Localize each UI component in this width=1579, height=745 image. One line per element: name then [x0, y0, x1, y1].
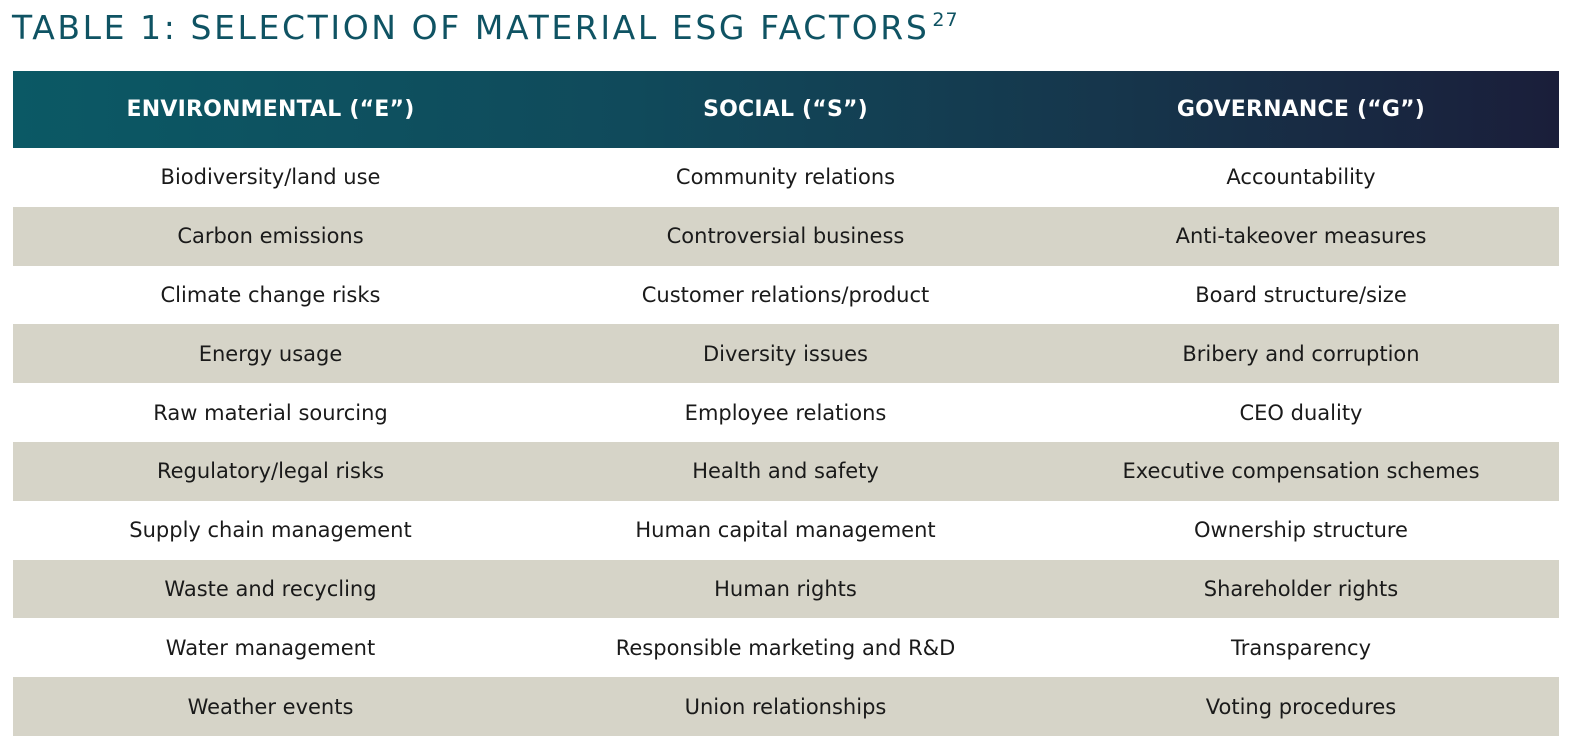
cell-social: Employee relations — [684, 400, 887, 425]
footnote-marker: 27 — [932, 9, 959, 31]
cell-governance: Accountability — [1226, 165, 1376, 190]
cell-social: Controversial business — [666, 224, 905, 249]
cell-governance: Voting procedures — [1205, 694, 1397, 719]
table-row: Carbon emissions Controversial business An… — [13, 206, 1559, 266]
cell-social: Customer relations/product — [641, 282, 930, 307]
cell-social: Diversity issues — [703, 341, 868, 366]
cell-environmental: Supply chain management — [129, 518, 412, 543]
cell-social: Union relationships — [684, 694, 887, 719]
esg-factors-table: ENVIRONMENTAL (“E”) SOCIAL (“S”) GOVERNA… — [13, 71, 1559, 736]
cell-governance: Executive compensation schemes — [1122, 459, 1480, 484]
cell-governance: CEO duality — [1239, 400, 1363, 425]
table-row: Energy usage Diversity issues Bribery and … — [13, 324, 1559, 384]
table-title-text: TABLE 1: SELECTION OF MATERIAL ESG FACTO… — [12, 8, 930, 47]
cell-environmental: Water management — [165, 635, 376, 660]
cell-social: Community relations — [675, 165, 896, 190]
cell-social: Health and safety — [692, 459, 879, 484]
header-social: SOCIAL (“S”) — [703, 97, 868, 122]
cell-social: Responsible marketing and R&D — [615, 635, 956, 660]
header-environmental: ENVIRONMENTAL (“E”) — [126, 97, 415, 122]
cell-social: Human rights — [714, 576, 857, 601]
cell-governance: Transparency — [1230, 635, 1372, 660]
table-row: Biodiversity/land use Community relations… — [13, 148, 1559, 207]
cell-environmental: Waste and recycling — [164, 576, 377, 601]
table-row: Regulatory/legal risks Health and safety E… — [13, 441, 1559, 501]
cell-governance: Bribery and corruption — [1182, 341, 1420, 366]
cell-environmental: Carbon emissions — [177, 224, 364, 249]
table-row: Supply chain management Human capital man… — [13, 500, 1559, 560]
cell-environmental: Weather events — [187, 694, 354, 719]
table-row: Water management Responsible marketing an… — [13, 618, 1559, 678]
table-body: Biodiversity/land use Community relations… — [13, 148, 1559, 736]
cell-environmental: Energy usage — [198, 341, 343, 366]
cell-environmental: Regulatory/legal risks — [156, 459, 385, 484]
table-title: TABLE 1: SELECTION OF MATERIAL ESG FACTO… — [12, 6, 959, 50]
cell-environmental: Raw material sourcing — [153, 400, 388, 425]
table-row: Weather events Union relationships Voting … — [13, 677, 1559, 736]
table-row: Waste and recycling Human rights Sharehold… — [13, 559, 1559, 619]
table-row: Climate change risks Customer relations/p… — [13, 265, 1559, 325]
cell-governance: Ownership structure — [1194, 518, 1408, 543]
cell-environmental: Climate change risks — [160, 282, 381, 307]
cell-governance: Board structure/size — [1195, 282, 1407, 307]
table-header-row: ENVIRONMENTAL (“E”) SOCIAL (“S”) GOVERNA… — [13, 71, 1559, 148]
table-row: Raw material sourcing Employee relations C… — [13, 383, 1559, 442]
header-governance: GOVERNANCE (“G”) — [1176, 97, 1426, 122]
cell-social: Human capital management — [635, 518, 936, 543]
cell-governance: Anti-takeover measures — [1175, 224, 1427, 249]
cell-governance: Shareholder rights — [1203, 576, 1399, 601]
cell-environmental: Biodiversity/land use — [160, 165, 381, 190]
